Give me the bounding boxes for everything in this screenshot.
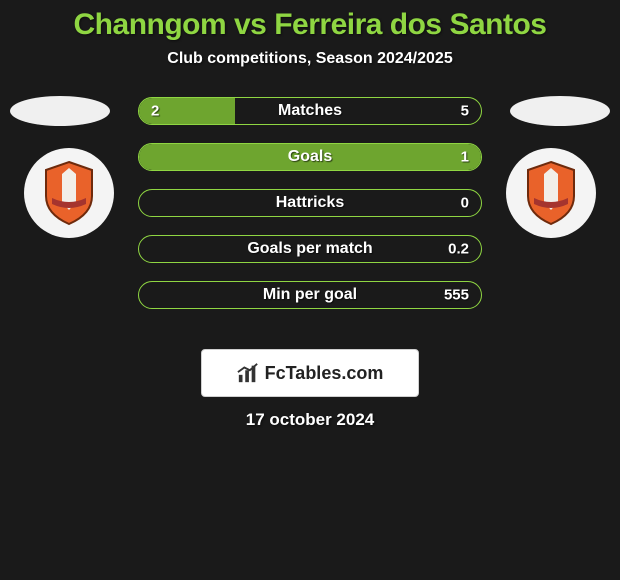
page-title: Channgom vs Ferreira dos Santos: [0, 0, 620, 42]
stat-label: Hattricks: [276, 194, 344, 212]
stat-label: Matches: [278, 102, 342, 120]
player-left-avatar-placeholder: [10, 96, 110, 126]
stat-value-right: 555: [444, 287, 469, 304]
stat-value-right: 1: [461, 149, 469, 166]
shield-icon: [524, 160, 578, 226]
stat-value-right: 0.2: [448, 241, 469, 258]
stat-row: Hattricks 0: [138, 189, 482, 217]
stat-value-right: 0: [461, 195, 469, 212]
brand-badge: FcTables.com: [201, 349, 419, 397]
footer-date: 17 october 2024: [0, 410, 620, 430]
stats-list: 2 Matches 5 Goals 1 Hattricks 0 Goals per match…: [138, 97, 482, 327]
player-right-avatar-placeholder: [510, 96, 610, 126]
bar-chart-icon: [237, 362, 259, 384]
stat-row: Goals per match 0.2: [138, 235, 482, 263]
stat-row: 2 Matches 5: [138, 97, 482, 125]
club-badge-right: [506, 148, 596, 238]
stat-value-right: 5: [461, 103, 469, 120]
shield-icon: [42, 160, 96, 226]
stat-value-left: 2: [151, 103, 159, 120]
subtitle: Club competitions, Season 2024/2025: [0, 50, 620, 68]
club-badge-left: [24, 148, 114, 238]
stat-label: Min per goal: [263, 286, 357, 304]
stat-row: Goals 1: [138, 143, 482, 171]
stat-row: Min per goal 555: [138, 281, 482, 309]
stat-label: Goals: [288, 148, 332, 166]
brand-text: FcTables.com: [265, 363, 384, 384]
stat-label: Goals per match: [247, 240, 372, 258]
comparison-infographic: Channgom vs Ferreira dos Santos Club com…: [0, 0, 620, 580]
